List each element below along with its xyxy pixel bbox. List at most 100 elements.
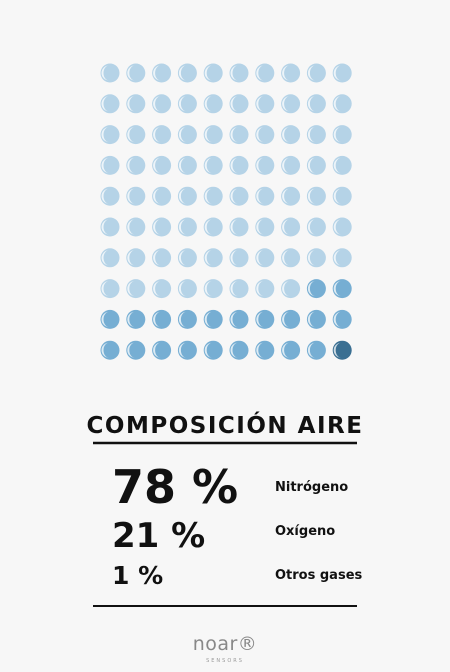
waffle-cell	[203, 309, 223, 329]
waffle-grid	[100, 63, 352, 360]
cell-highlight	[333, 96, 342, 112]
cell-highlight	[307, 157, 316, 173]
waffle-cell	[203, 248, 223, 268]
cell-highlight	[307, 311, 316, 327]
waffle-cell	[152, 279, 172, 299]
cell-highlight	[204, 219, 213, 235]
cell-highlight	[178, 157, 187, 173]
waffle-cell	[126, 279, 146, 299]
cell-highlight	[307, 127, 316, 143]
cell-highlight	[101, 65, 109, 81]
waffle-cell	[281, 155, 301, 175]
waffle-cell	[203, 155, 223, 175]
cell-highlight	[178, 250, 187, 266]
waffle-cell	[126, 217, 146, 237]
waffle-cell	[281, 217, 301, 237]
logo: noar®	[193, 633, 258, 655]
waffle-cell	[332, 248, 352, 268]
cell-highlight	[153, 281, 161, 297]
waffle-cell	[229, 279, 249, 299]
waffle-cell	[100, 309, 120, 329]
waffle-cell	[177, 309, 197, 329]
cell-highlight	[282, 157, 290, 173]
legend-label: Oxígeno	[275, 524, 335, 539]
cell-highlight	[333, 157, 342, 173]
cell-highlight	[178, 311, 187, 327]
cell-highlight	[153, 219, 161, 235]
waffle-cell	[281, 186, 301, 206]
waffle-cell	[203, 217, 223, 237]
cell-highlight	[178, 219, 187, 235]
waffle-cell	[255, 155, 275, 175]
waffle-cell	[152, 186, 172, 206]
waffle-cell	[306, 186, 326, 206]
cell-highlight	[204, 127, 213, 143]
logo-tagline: SENSORS	[206, 658, 244, 664]
waffle-cell	[281, 63, 301, 83]
waffle-cell	[203, 340, 223, 360]
value-label: 21 %	[112, 516, 205, 556]
cell-highlight	[204, 311, 213, 327]
cell-highlight	[256, 281, 264, 297]
cell-highlight	[153, 127, 161, 143]
chart-title: COMPOSICIÓN AIRE	[87, 411, 364, 439]
cell-highlight	[333, 342, 342, 358]
legend: 78 % Nitrógeno 21 % Oxígeno 1 % Otros gases	[112, 460, 363, 590]
cell-highlight	[307, 342, 316, 358]
cell-highlight	[256, 65, 264, 81]
waffle-cell	[203, 186, 223, 206]
cell-highlight	[230, 342, 238, 358]
waffle-cell	[306, 279, 326, 299]
waffle-cell	[255, 340, 275, 360]
waffle-cell	[229, 309, 249, 329]
cell-highlight	[178, 65, 187, 81]
waffle-cell	[203, 279, 223, 299]
waffle-cell	[100, 340, 120, 360]
cell-highlight	[282, 65, 290, 81]
cell-highlight	[101, 96, 109, 112]
cell-highlight	[307, 281, 316, 297]
legend-label: Nitrógeno	[275, 480, 348, 495]
waffle-cell	[100, 125, 120, 145]
cell-highlight	[101, 311, 109, 327]
cell-highlight	[204, 342, 213, 358]
waffle-cell	[332, 279, 352, 299]
cell-highlight	[256, 250, 264, 266]
cell-highlight	[256, 219, 264, 235]
waffle-cell	[306, 94, 326, 114]
waffle-cell	[229, 94, 249, 114]
legend-label: Otros gases	[275, 568, 363, 583]
waffle-cell	[332, 94, 352, 114]
cell-highlight	[178, 96, 187, 112]
waffle-cell	[100, 248, 120, 268]
cell-highlight	[230, 281, 238, 297]
cell-highlight	[127, 188, 135, 204]
cell-highlight	[333, 188, 342, 204]
waffle-cell	[152, 63, 172, 83]
cell-highlight	[230, 311, 238, 327]
cell-highlight	[178, 127, 187, 143]
cell-highlight	[333, 250, 342, 266]
waffle-cell	[306, 248, 326, 268]
waffle-cell	[255, 309, 275, 329]
waffle-cell	[100, 186, 120, 206]
waffle-cell	[332, 309, 352, 329]
waffle-cell	[229, 217, 249, 237]
waffle-cell	[332, 186, 352, 206]
waffle-cell	[306, 155, 326, 175]
value-label: 1 %	[112, 561, 163, 590]
waffle-cell	[281, 248, 301, 268]
waffle-cell	[229, 63, 249, 83]
waffle-cell	[281, 309, 301, 329]
cell-highlight	[333, 311, 342, 327]
cell-highlight	[153, 65, 161, 81]
cell-highlight	[101, 157, 109, 173]
waffle-cell	[281, 94, 301, 114]
cell-highlight	[127, 250, 135, 266]
cell-highlight	[153, 342, 161, 358]
waffle-cell	[126, 186, 146, 206]
waffle-cell	[177, 186, 197, 206]
cell-highlight	[307, 250, 316, 266]
waffle-cell	[255, 217, 275, 237]
